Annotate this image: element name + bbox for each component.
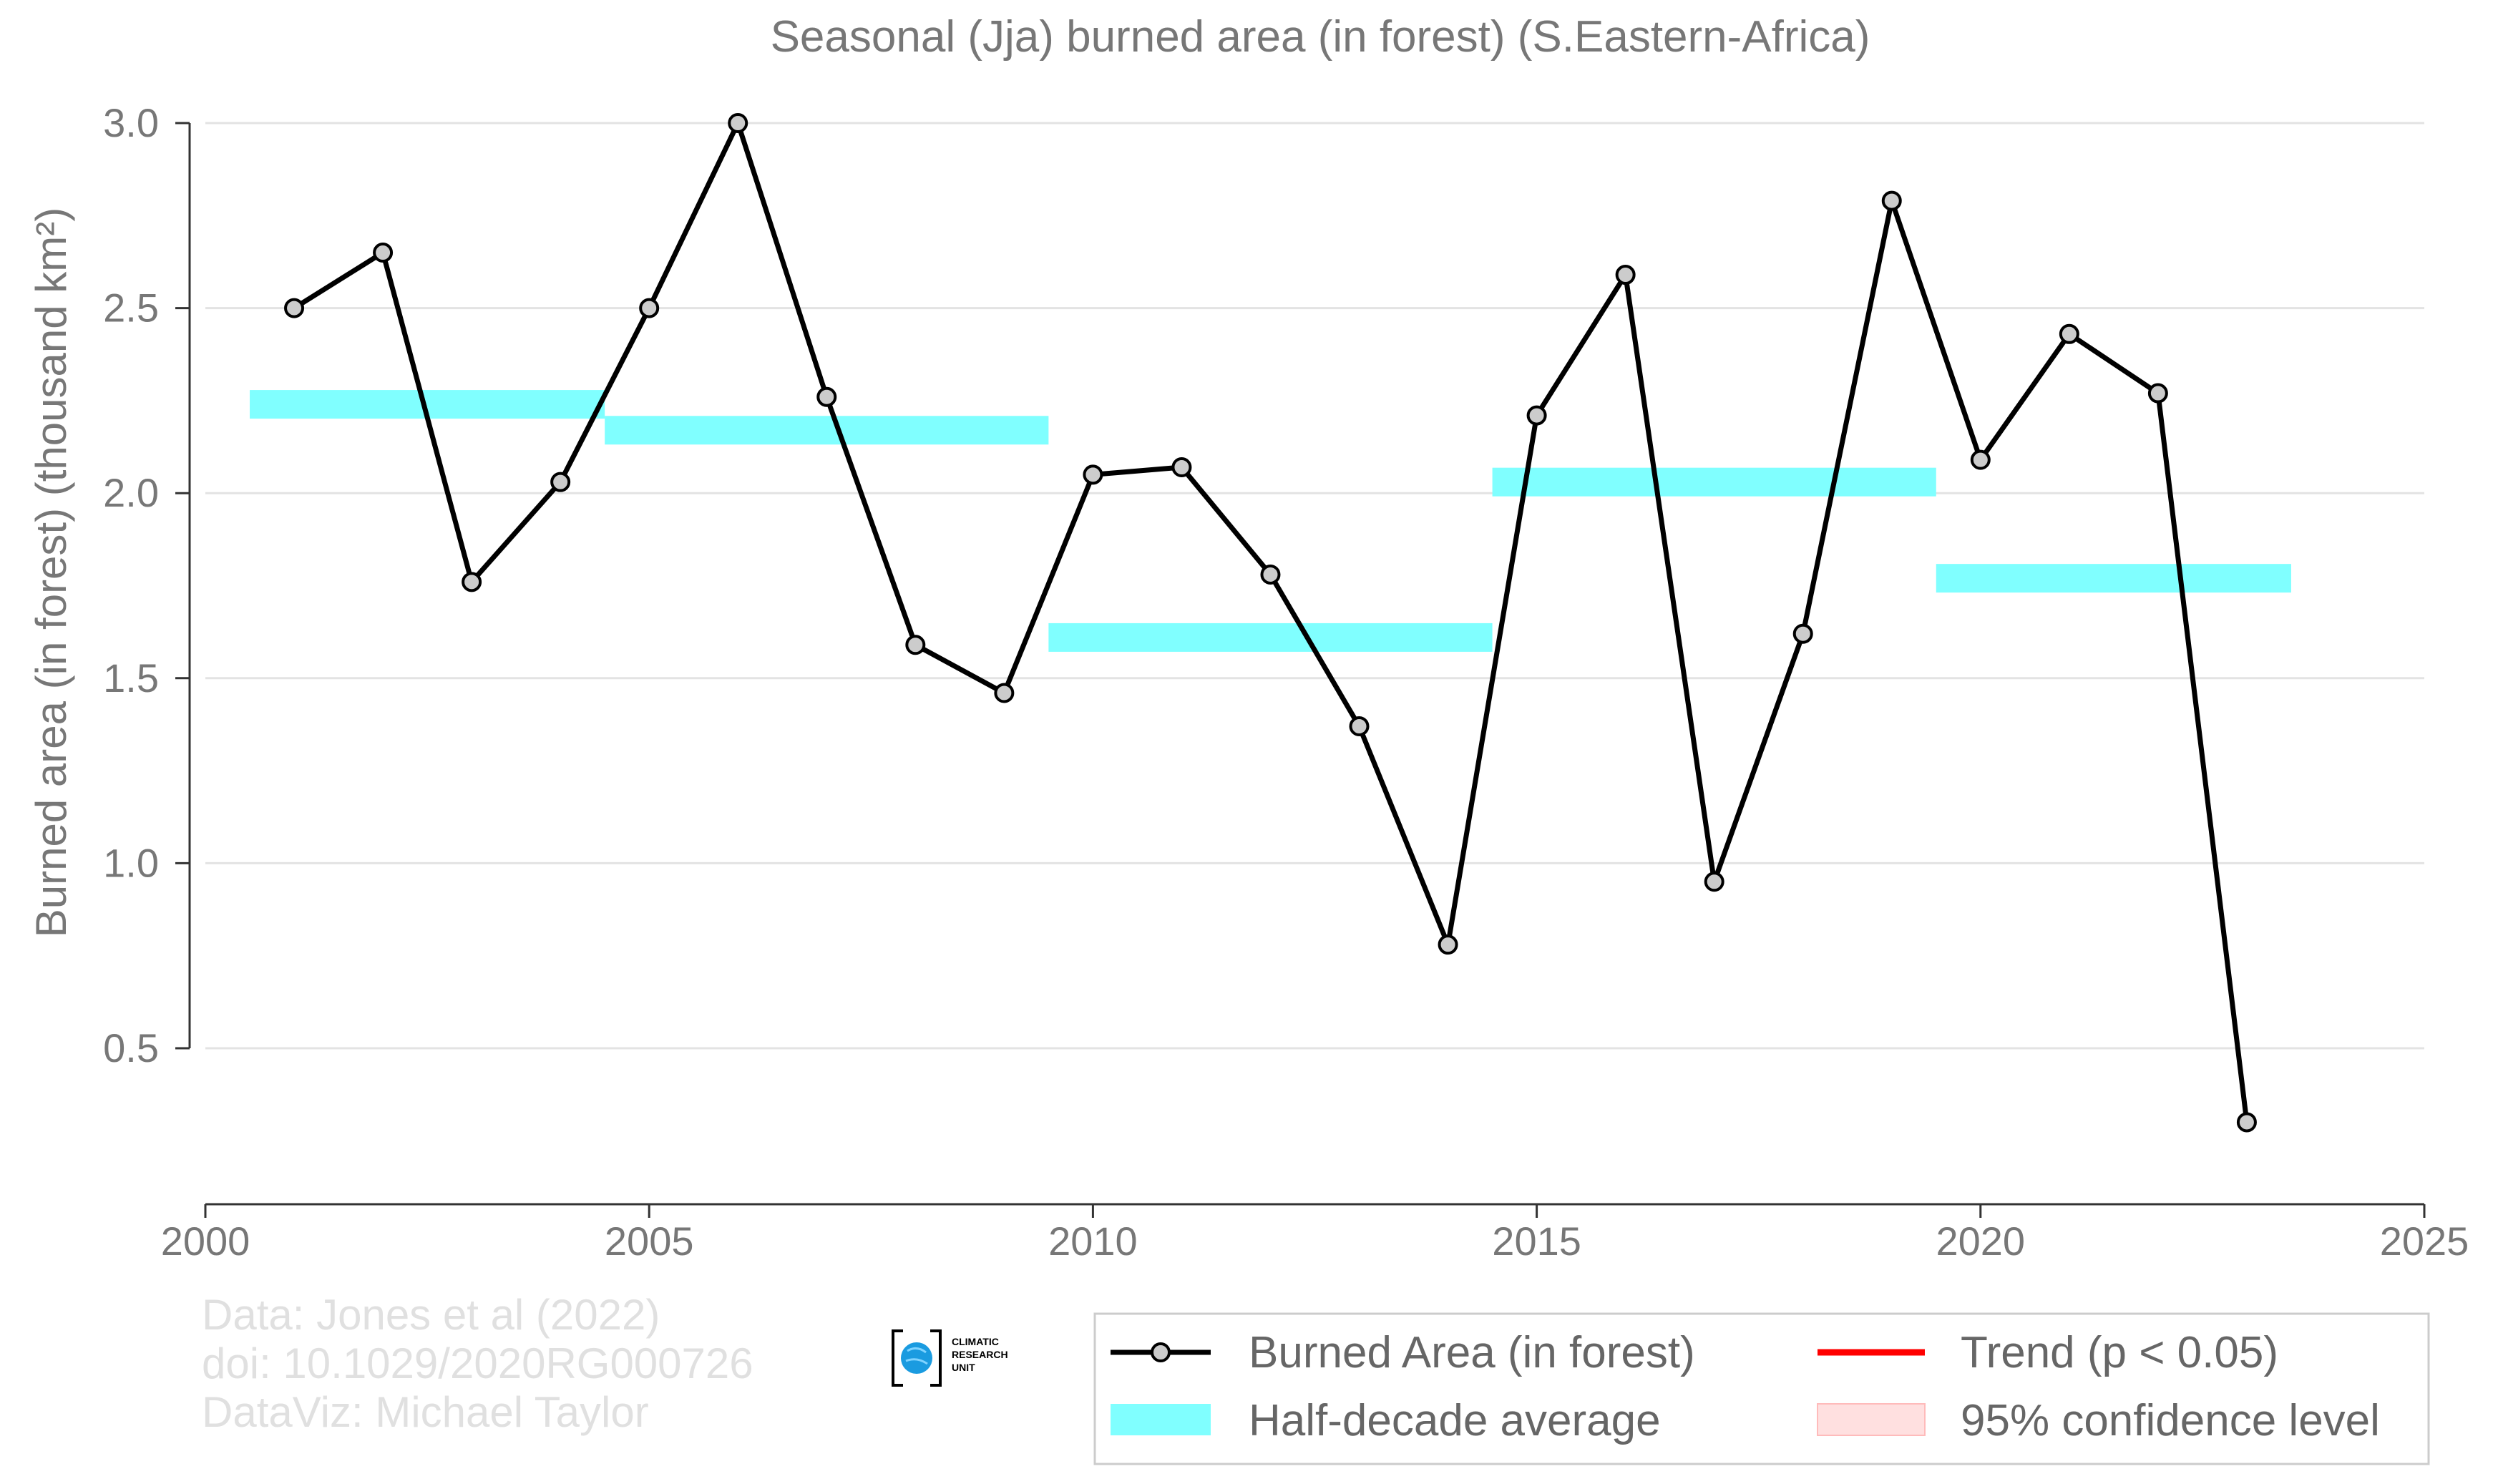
y-tick-label: 2.0 [103,470,159,515]
data-point [1704,872,1724,892]
data-point [639,298,660,318]
x-tick-label: 2020 [1936,1219,2026,1264]
y-tick-label: 0.5 [103,1025,159,1070]
grid [205,122,2424,1050]
y-axis-label: Burned area (in forest) (thousand km²) [27,208,75,937]
credits: Data: Jones et al (2022) doi: 10.1029/20… [202,1291,753,1436]
axes [175,122,2426,1218]
data-point [1083,464,1103,485]
legend-label-half-decade: Half-decade average [1249,1396,1661,1445]
data-point [2147,383,2168,404]
legend-key-half-decade [1111,1404,1211,1435]
logo-text-3: UNIT [952,1362,975,1373]
credit-line-2: doi: 10.1029/2020RG000726 [202,1339,753,1387]
y-tick-label: 1.5 [103,655,159,700]
series-line [293,120,2250,1123]
y-tick-label: 2.5 [103,285,159,331]
data-point [816,386,837,407]
cru-logo: CLIMATIC RESEARCH UNIT [892,1329,1008,1387]
data-point [1792,623,1813,644]
data-point [994,683,1015,703]
data-point [905,635,926,655]
globe-lines [905,1347,928,1365]
logo-bracket [892,1329,942,1387]
half-decade-bar [1936,564,2291,593]
series [284,113,2257,1133]
logo-text-1: CLIMATIC [952,1336,999,1347]
x-tick-label: 2015 [1492,1219,1581,1264]
legend-box [1093,1312,2430,1465]
half-decade-bar [1492,467,1936,497]
legend-label-burned-area: Burned Area (in forest) [1249,1328,1695,1377]
data-point [2236,1112,2257,1133]
data-point [1970,449,1991,470]
data-point [1349,716,1370,737]
x-tick-label: 2005 [605,1219,694,1264]
data-point [462,572,482,592]
data-point [284,298,305,318]
x-tick-label: 2025 [2380,1219,2469,1264]
credit-line-1: Data: Jones et al (2022) [202,1291,660,1339]
data-point [373,243,394,263]
data-point [1615,265,1636,285]
globe-icon [901,1342,932,1374]
legend-key-confidence [1817,1403,1926,1436]
legend: Burned Area (in forest) Trend (p < 0.05)… [1093,1312,2430,1465]
credit-line-3: DataViz: Michael Taylor [202,1388,649,1436]
data-point [1881,190,1902,211]
data-point [1171,457,1192,477]
x-tick-label: 2010 [1048,1219,1138,1264]
data-point [550,472,571,492]
y-tick-label: 3.0 [103,100,159,145]
data-point [1526,405,1547,426]
data-point [2059,323,2079,344]
legend-key-marker [1151,1342,1171,1362]
logo-text-2: RESEARCH [952,1349,1008,1360]
data-point [728,113,748,133]
data-point [1438,934,1458,955]
y-tick-label: 1.0 [103,840,159,885]
x-tick-label: 2000 [161,1219,250,1264]
half-decade-bar [1048,623,1493,652]
legend-label-trend: Trend (p < 0.05) [1961,1328,2278,1377]
legend-label-confidence: 95% confidence level [1961,1396,2380,1445]
data-point [1260,564,1281,585]
chart-title: Seasonal (Jja) burned area (in forest) (… [771,12,1870,62]
half-decade-bar [605,416,1049,445]
tick-labels: 0.5 1.0 1.5 2.0 2.5 3.0 2000 2005 2010 2015 2020 20… [103,100,2469,1264]
half-decade-averages [250,390,2291,652]
